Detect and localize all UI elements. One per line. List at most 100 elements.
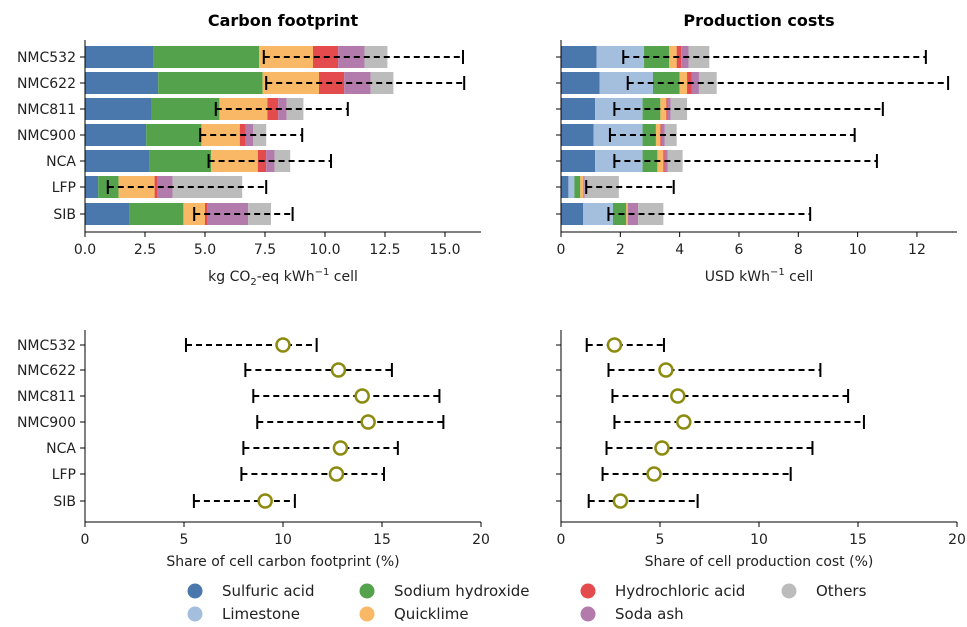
chart-title: Production costs [683,11,834,30]
x-tick-label: 10 [849,242,867,258]
x-axis-label-part: −1 [770,267,785,278]
y-tick-label-nmc532: NMC532 [17,50,76,66]
bar-nmc811-others [286,98,304,120]
bar-sib-sulfuric-acid [85,203,130,225]
bar-nca-sodium-hydroxide [149,150,211,172]
x-tick-label: 8 [794,242,803,258]
y-tick-label-nmc900: NMC900 [17,415,76,431]
bar-lfp-quicklime [580,176,584,198]
bar-nmc900-limestone [593,124,643,146]
point-nmc532 [606,337,623,353]
x-axis-label-part: −1 [315,267,330,278]
y-tick-label-nmc811: NMC811 [17,389,76,405]
x-axis-label: kg CO2-eq kWh−1 cell [208,267,358,288]
point-nmc811 [354,388,370,404]
legend-swatch-sulfuric-acid [187,583,203,599]
x-tick-label: 20 [948,532,966,548]
bar-sib-quicklime [626,203,628,225]
bar-nmc532-limestone [596,46,645,68]
bar-nmc811-sodium-hydroxide [642,98,661,120]
x-tick-label: 5 [656,532,665,548]
point-sib [612,493,629,509]
bar-nmc900-sodium-hydroxide [146,124,202,146]
x-tick-label: 2 [616,242,625,258]
bar-nmc900-sulfuric-acid [561,124,594,146]
panel-3: NMC532 NMC622 NMC811 NMC900 NCA LFP SIB 0 5 10 15 2… [17,330,490,570]
x-axis-label-part: USD kWh [705,269,770,285]
x-tick-label: 7.5 [254,242,276,258]
x-tick-label: 12 [908,242,926,258]
x-axis-label-part: kg CO [208,269,250,285]
point-lfp [328,466,345,482]
bar-lfp-soda-ash [583,176,585,198]
x-tick-label: 0.0 [74,242,96,258]
panel-4: 0 5 10 15 20 Share of cell production cost (%… [556,330,966,570]
y-tick-label-nmc900: NMC900 [17,128,76,144]
bar-nmc622-sulfuric-acid [561,72,600,94]
bar-sib-limestone [583,203,613,225]
x-tick-label: 0 [81,532,90,548]
legend: Sulfuric acid Sodium hydroxide Hydrochlori… [187,582,867,623]
x-tick-label: 0 [557,532,566,548]
x-tick-label: 6 [735,242,744,258]
panel-1: Carbon footprint NMC532 NMC622 NMC811 NMC900… [17,11,481,288]
x-tick-label: 10.0 [309,242,340,258]
y-tick-label-nca: NCA [46,441,76,457]
y-tick-label-nmc622: NMC622 [17,363,76,379]
bar-nmc622-limestone [599,72,653,94]
bar-lfp-sodium-hydroxide [574,176,581,198]
x-axis-label: Share of cell carbon footprint (%) [166,554,399,570]
bar-nmc622-soda-ash [691,72,699,94]
bar-nmc532-soda-ash [338,46,365,68]
legend-swatch-hydrochloric-acid [580,583,596,599]
bar-nmc622-sulfuric-acid [85,72,159,94]
x-axis-label-part: cell [785,269,814,285]
x-tick-label: 2.5 [134,242,156,258]
point-nmc532 [275,337,291,353]
bar-sib-sodium-hydroxide [129,203,184,225]
legend-label-soda-ash: Soda ash [615,605,684,623]
bar-nmc811-sulfuric-acid [561,98,596,120]
legend-item-soda-ash: Soda ash [580,605,684,623]
x-tick-label: 15 [373,532,391,548]
bar-nmc811-sodium-hydroxide [151,98,220,120]
x-axis-label: Share of cell production cost (%) [645,554,874,570]
x-tick-label: 5 [180,532,189,548]
bar-nmc532-sulfuric-acid [561,46,597,68]
point-nca [654,440,670,456]
legend-item-quicklime: Quicklime [359,605,469,623]
legend-swatch-soda-ash [580,606,596,622]
panel-2: Production costs 0 2 4 6 8 10 12 USD kWh−1 cell [556,11,957,285]
bar-nca-hydrochloric-acid [663,150,665,172]
y-tick-label-sib: SIB [53,207,76,223]
legend-swatch-quicklime [359,606,375,622]
bar-nmc900-sulfuric-acid [85,124,147,146]
legend-label-hydrochloric-acid: Hydrochloric acid [615,582,745,600]
bar-nmc811-sulfuric-acid [85,98,151,120]
bar-nca-sulfuric-acid [85,150,150,172]
legend-label-limestone: Limestone [222,605,300,623]
bar-nmc900-sodium-hydroxide [642,124,656,146]
x-axis-label-part: 2 [250,277,256,288]
point-lfp [646,466,662,482]
bar-nmc811-soda-ash [278,98,287,120]
point-nmc900 [360,414,376,430]
bar-nmc622-sodium-hydroxide [158,72,263,94]
y-tick-label-lfp: LFP [52,467,76,483]
bar-nmc532-quicklime [669,46,677,68]
x-tick-label: 12.5 [369,242,400,258]
bar-nmc900-others [253,124,267,146]
bar-nca-sulfuric-acid [561,150,596,172]
legend-swatch-limestone [187,606,203,622]
y-tick-label-sib: SIB [53,494,76,510]
bar-lfp-soda-ash [157,176,173,198]
y-tick-label-lfp: LFP [52,180,76,196]
point-nmc622 [658,362,674,378]
bar-nmc900-quicklime [655,124,661,146]
x-tick-label: 15 [849,532,867,548]
legend-item-sulfuric-acid: Sulfuric acid [187,582,314,600]
x-tick-label: 10 [750,532,768,548]
legend-label-others: Others [816,582,867,600]
x-axis-label-part: cell [329,269,358,285]
